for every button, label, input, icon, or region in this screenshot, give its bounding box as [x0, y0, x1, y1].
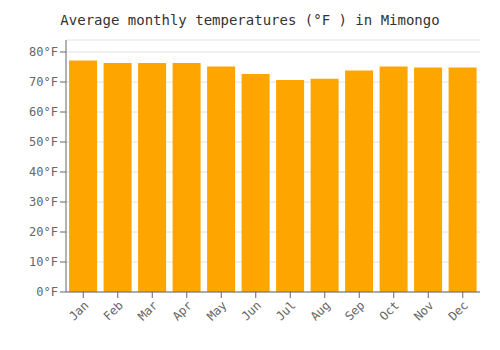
svg-text:60°F: 60°F	[29, 105, 58, 119]
svg-text:30°F: 30°F	[29, 195, 58, 209]
svg-text:Sep: Sep	[342, 298, 367, 323]
svg-text:Apr: Apr	[170, 298, 195, 323]
svg-text:40°F: 40°F	[29, 165, 58, 179]
svg-text:20°F: 20°F	[29, 225, 58, 239]
svg-text:Aug: Aug	[308, 298, 333, 323]
svg-text:Jul: Jul	[273, 298, 298, 323]
svg-text:Nov: Nov	[411, 298, 436, 323]
svg-text:80°F: 80°F	[29, 45, 58, 59]
svg-text:70°F: 70°F	[29, 75, 58, 89]
svg-text:Jan: Jan	[66, 298, 91, 323]
svg-text:Oct: Oct	[377, 298, 402, 323]
svg-text:Mar: Mar	[135, 298, 160, 323]
svg-text:Feb: Feb	[101, 298, 126, 323]
svg-text:10°F: 10°F	[29, 255, 58, 269]
svg-text:50°F: 50°F	[29, 135, 58, 149]
svg-text:Dec: Dec	[446, 298, 471, 323]
svg-text:May: May	[204, 298, 229, 323]
svg-text:0°F: 0°F	[36, 285, 58, 299]
svg-text:Jun: Jun	[239, 298, 264, 323]
html-text:Average monthly temperatures (: Average monthly temperatures (°F ) in Mi…	[60, 12, 440, 28]
